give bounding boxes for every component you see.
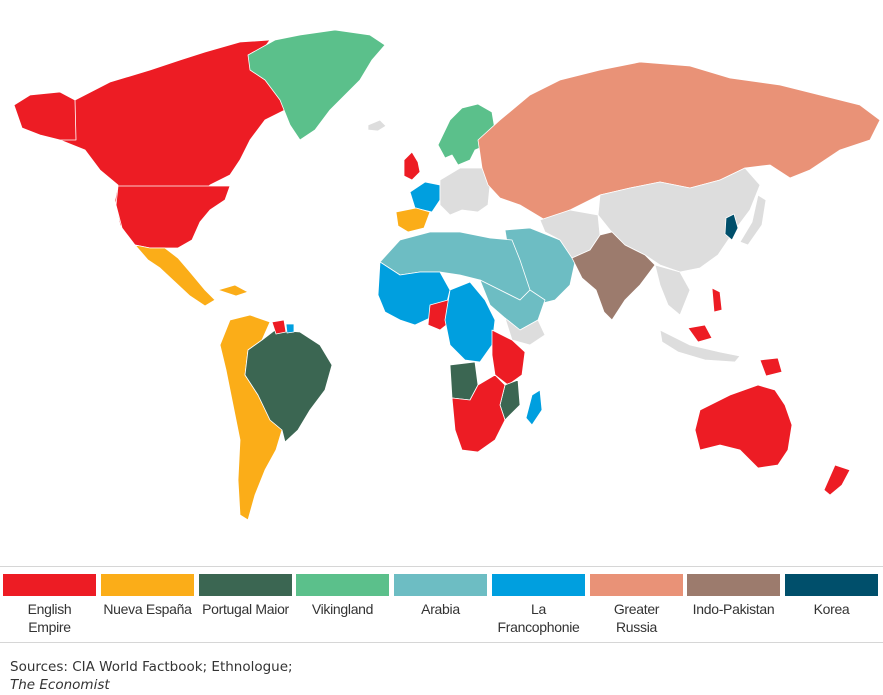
region-indo-pakistan [571,231,656,321]
region-new-zealand [823,464,851,496]
region-philippines [711,287,723,313]
region-russia [477,61,881,221]
legend-label: Portugal Maior [202,601,289,617]
legend: English Empire Nueva España Portugal Mai… [3,574,883,638]
region-french-guiana [285,323,295,334]
sources-note: Sources: CIA World Factbook; Ethnologue;… [10,658,293,694]
legend-swatch [394,574,487,596]
region-east-africa [491,329,526,386]
region-indonesia [659,329,741,363]
legend-item-vikingland: Vikingland [296,574,390,638]
legend-item-portugal-maior: Portugal Maior [199,574,293,638]
region-australia [694,384,793,469]
legend-label: Greater Russia [613,601,660,635]
region-mexico [134,244,216,307]
legend-item-english-empire: English Empire [3,574,97,638]
region-papua [759,357,783,377]
legend-swatch [101,574,194,596]
region-madagascar [525,389,543,426]
region-uk [403,151,421,181]
region-iceland [367,119,387,132]
legend-swatch [492,574,585,596]
legend-swatch [590,574,683,596]
region-korea [724,213,739,241]
region-france [409,181,441,213]
region-se-asia [654,264,691,316]
legend-item-korea: Korea [785,574,879,638]
sources-text: Sources: CIA World Factbook; Ethnologue; [10,659,293,675]
region-north-america-english [13,39,291,249]
region-europe-central [439,167,491,216]
region-greenland [247,29,386,141]
region-southern-africa [451,374,506,453]
legend-swatch [296,574,389,596]
legend-item-greater-russia: Greater Russia [590,574,684,638]
legend-swatch [687,574,780,596]
legend-swatch [199,574,292,596]
legend-label: Indo-Pakistan [692,601,775,617]
region-alaska [13,91,77,141]
legend-top-divider [0,566,883,567]
region-guianas [271,319,287,335]
legend-label: Arabia [421,601,460,617]
region-malaysia [687,324,713,343]
legend-bottom-divider [0,642,883,643]
region-iberia [395,207,431,233]
legend-label: Vikingland [311,601,374,617]
region-japan [739,194,767,246]
region-caribbean [217,284,249,297]
legend-swatch [3,574,96,596]
sources-publication: The Economist [10,677,110,693]
legend-swatch [785,574,878,596]
region-horn-arabia [479,279,546,331]
region-central-africa-franco [444,281,496,363]
legend-label: English Empire [27,601,72,635]
legend-label: Nueva España [103,601,192,617]
legend-label: La Francophonie [497,601,580,635]
legend-label: Korea [813,601,850,617]
legend-item-indo-pakistan: Indo-Pakistan [687,574,781,638]
legend-item-nueva-espana: Nueva España [101,574,195,638]
legend-item-la-francophonie: La Francophonie [492,574,586,638]
world-map [13,29,881,521]
legend-item-arabia: Arabia [394,574,488,638]
region-usa [115,185,231,249]
